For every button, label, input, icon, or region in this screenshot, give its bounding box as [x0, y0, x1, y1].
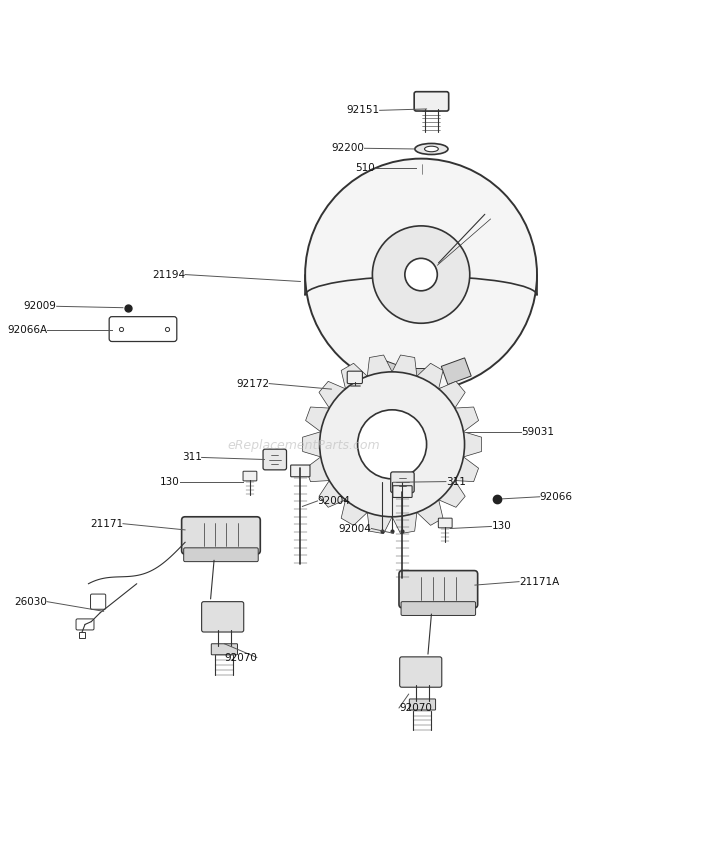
- Circle shape: [405, 258, 437, 291]
- Polygon shape: [303, 432, 321, 457]
- Text: 92200: 92200: [332, 144, 365, 153]
- Polygon shape: [439, 382, 465, 408]
- FancyBboxPatch shape: [182, 517, 260, 554]
- FancyBboxPatch shape: [439, 518, 452, 528]
- Text: 92066A: 92066A: [7, 325, 47, 335]
- FancyBboxPatch shape: [291, 465, 310, 477]
- FancyBboxPatch shape: [401, 602, 476, 615]
- FancyBboxPatch shape: [109, 317, 177, 342]
- FancyBboxPatch shape: [201, 602, 244, 632]
- Polygon shape: [367, 355, 392, 377]
- Text: eReplacementParts.com: eReplacementParts.com: [227, 439, 380, 452]
- Text: 130: 130: [491, 521, 511, 531]
- Text: 130: 130: [160, 477, 180, 486]
- FancyBboxPatch shape: [263, 449, 287, 470]
- Ellipse shape: [425, 146, 439, 152]
- Text: 92070: 92070: [399, 703, 432, 713]
- FancyBboxPatch shape: [409, 699, 436, 710]
- Text: 21194: 21194: [152, 269, 185, 280]
- Circle shape: [358, 410, 427, 479]
- Text: 92066: 92066: [540, 492, 573, 502]
- Text: 26030: 26030: [14, 597, 47, 607]
- FancyBboxPatch shape: [415, 162, 429, 177]
- Text: 92004: 92004: [318, 496, 351, 506]
- Polygon shape: [341, 500, 367, 525]
- Circle shape: [320, 371, 465, 517]
- Text: 92172: 92172: [236, 378, 269, 388]
- Polygon shape: [306, 407, 329, 432]
- FancyBboxPatch shape: [211, 643, 237, 654]
- Polygon shape: [439, 480, 465, 507]
- FancyBboxPatch shape: [76, 619, 94, 630]
- FancyBboxPatch shape: [347, 371, 363, 383]
- FancyBboxPatch shape: [393, 485, 412, 497]
- Polygon shape: [371, 358, 401, 384]
- Text: 311: 311: [446, 477, 466, 486]
- Circle shape: [372, 226, 470, 323]
- FancyBboxPatch shape: [91, 594, 106, 609]
- Polygon shape: [341, 363, 367, 388]
- Text: 21171: 21171: [90, 518, 123, 529]
- Text: 92151: 92151: [346, 105, 379, 116]
- Text: 510: 510: [355, 163, 375, 173]
- Text: 92004: 92004: [339, 524, 372, 534]
- FancyBboxPatch shape: [391, 472, 414, 493]
- Polygon shape: [455, 457, 479, 482]
- FancyBboxPatch shape: [184, 548, 258, 562]
- Text: 21171A: 21171A: [519, 576, 559, 586]
- Circle shape: [305, 159, 537, 390]
- Polygon shape: [306, 457, 329, 482]
- Polygon shape: [319, 382, 346, 408]
- Polygon shape: [367, 513, 392, 534]
- Polygon shape: [392, 513, 417, 534]
- Polygon shape: [441, 358, 471, 384]
- Text: 92009: 92009: [24, 301, 57, 311]
- FancyBboxPatch shape: [400, 657, 442, 687]
- Polygon shape: [392, 355, 417, 377]
- Polygon shape: [417, 500, 443, 525]
- Text: 311: 311: [182, 452, 201, 462]
- FancyBboxPatch shape: [414, 92, 448, 111]
- FancyBboxPatch shape: [399, 570, 477, 608]
- Polygon shape: [417, 363, 443, 388]
- Polygon shape: [408, 368, 434, 387]
- Ellipse shape: [415, 144, 448, 155]
- FancyBboxPatch shape: [243, 471, 257, 481]
- Polygon shape: [319, 480, 346, 507]
- Polygon shape: [455, 407, 479, 432]
- Text: 59031: 59031: [521, 427, 554, 437]
- Text: 92070: 92070: [224, 653, 257, 662]
- Polygon shape: [463, 432, 482, 457]
